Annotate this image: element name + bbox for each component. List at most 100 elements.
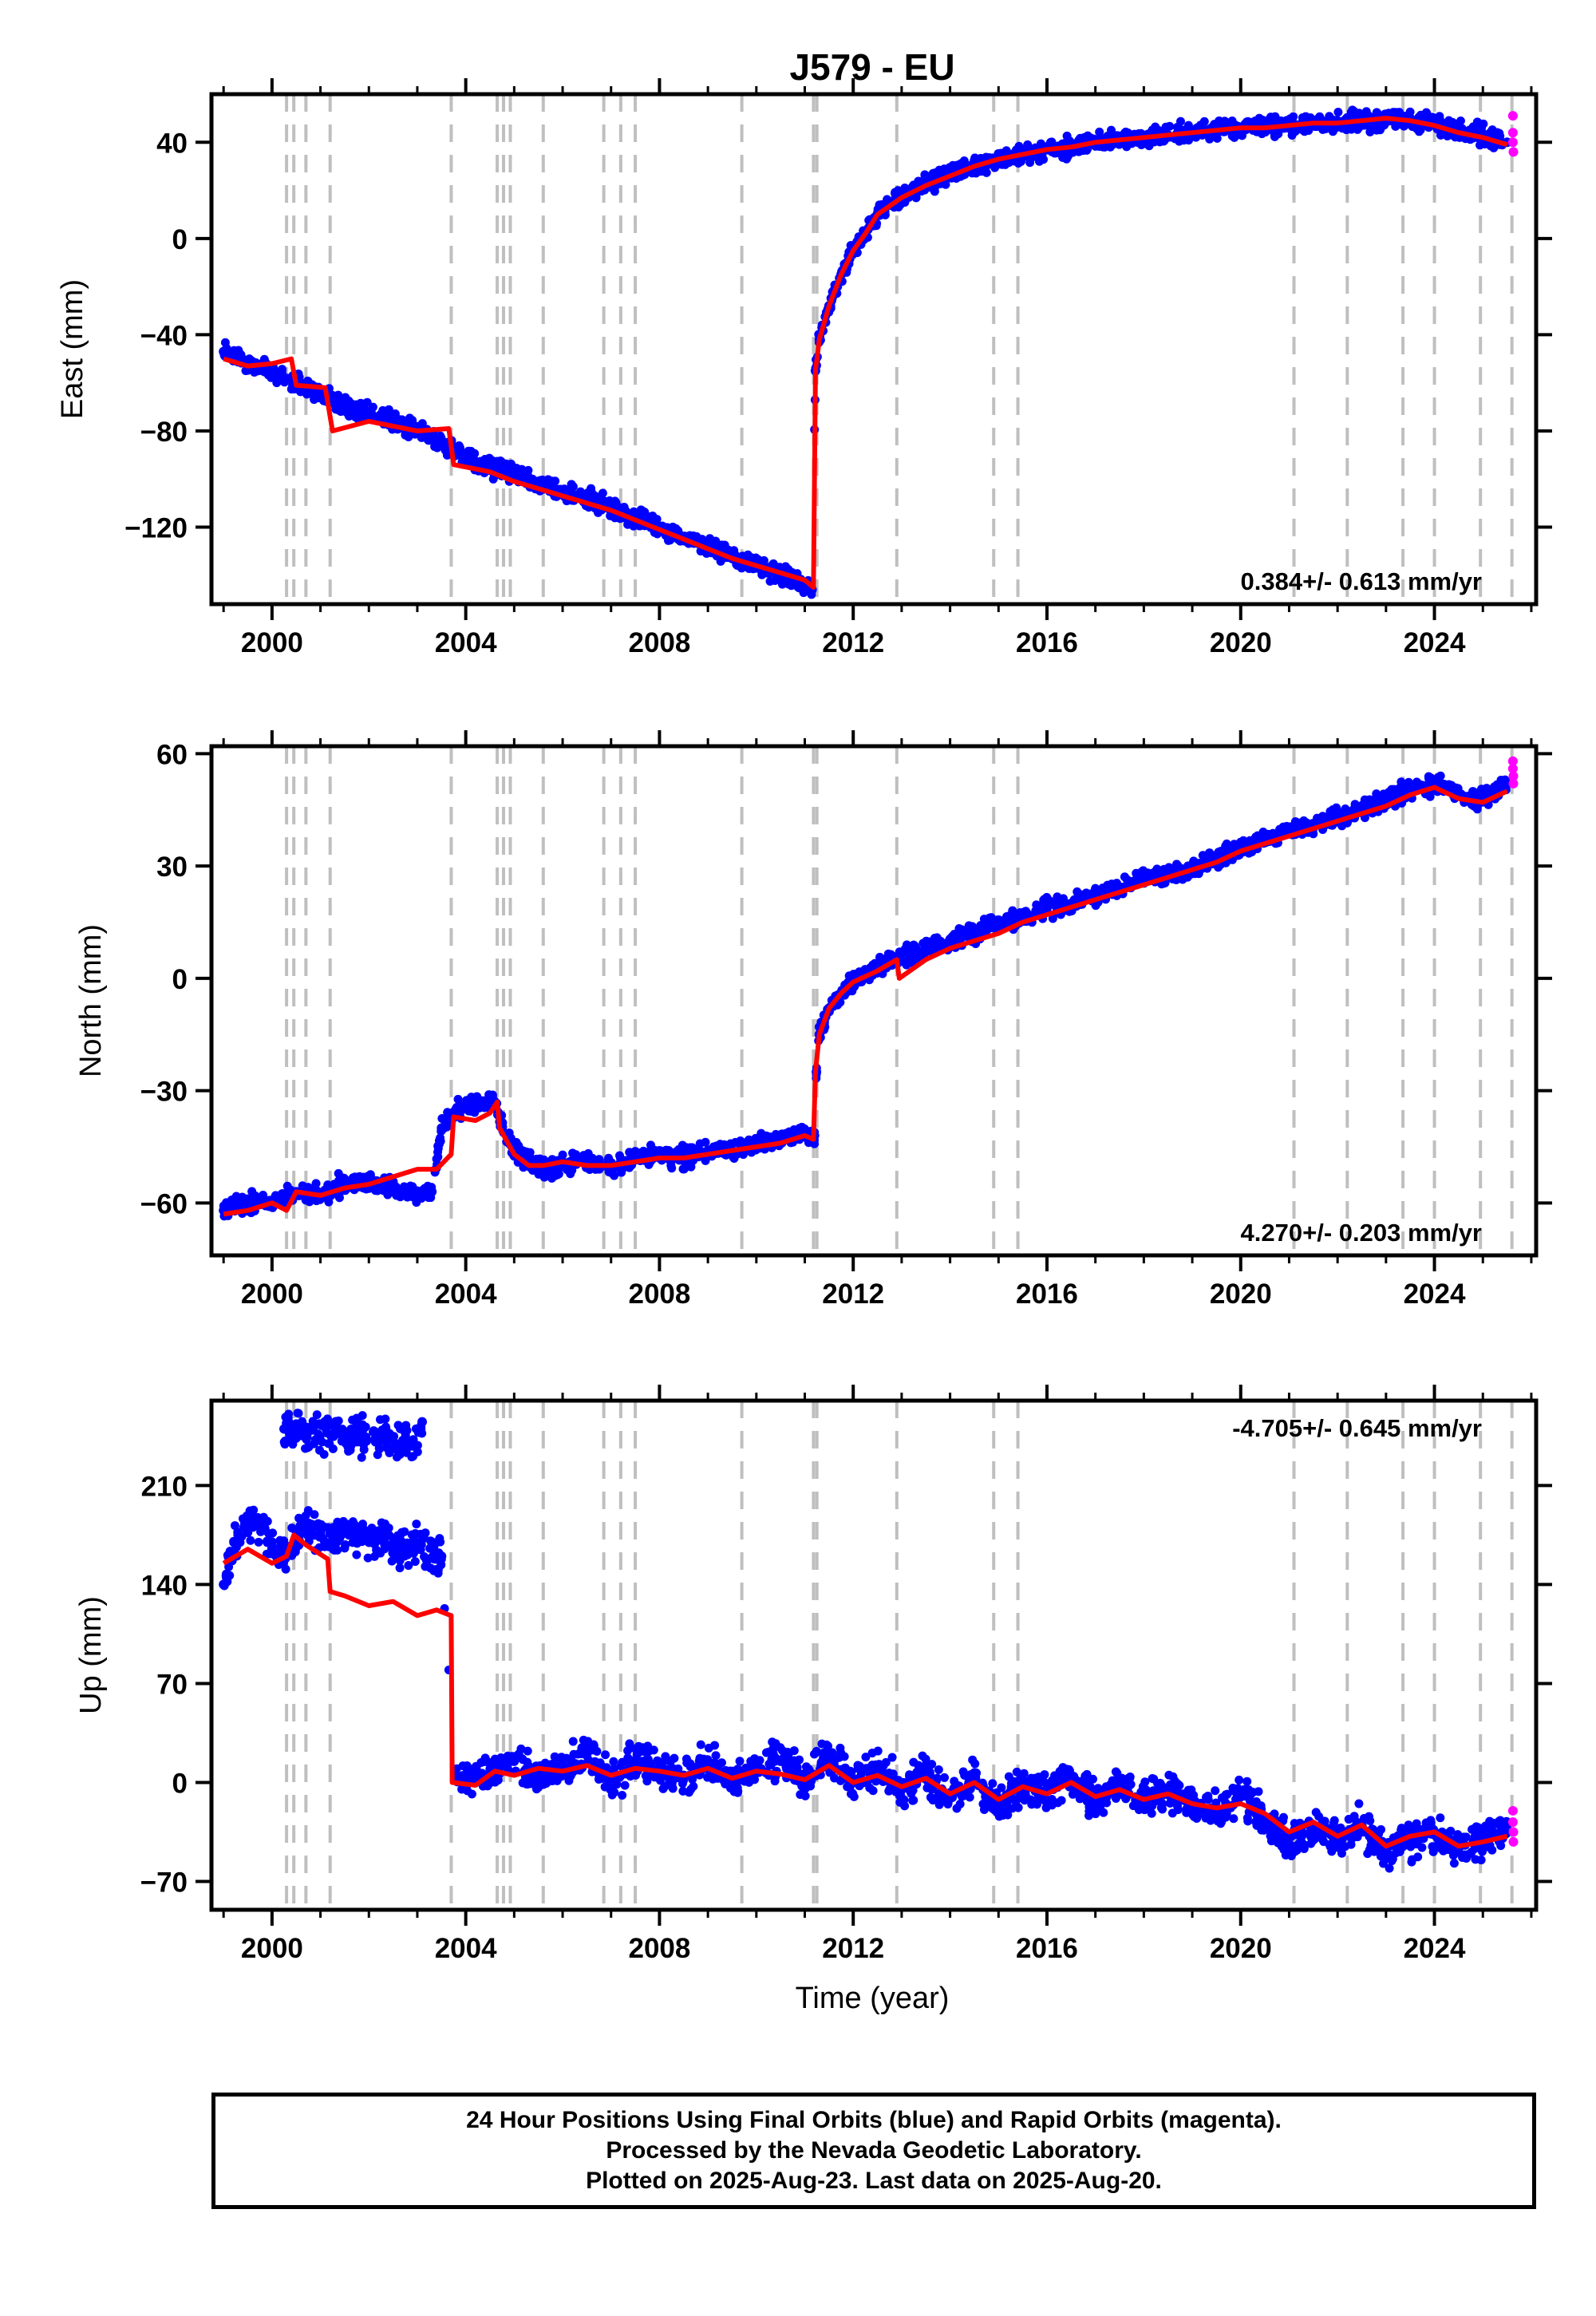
up-data-point: [667, 1782, 677, 1792]
up-data-point: [695, 1754, 705, 1764]
east-data-point: [1405, 107, 1415, 117]
north-data-point: [631, 1147, 641, 1156]
up-data-point: [221, 1571, 231, 1580]
up-data-point: [357, 1525, 366, 1535]
up-data-point: [609, 1757, 618, 1766]
up-data-point: [457, 1784, 467, 1794]
up-data-point: [367, 1524, 377, 1533]
up-data-point: [224, 1562, 234, 1571]
up-data-point: [249, 1505, 259, 1515]
east-data-point: [470, 449, 480, 458]
east-data-point: [342, 408, 352, 417]
east-plot-area: [219, 94, 1519, 604]
north-data-point: [1275, 824, 1285, 834]
up-data-point: [396, 1531, 405, 1540]
up-data-point: [568, 1737, 578, 1746]
up-data-point: [564, 1776, 574, 1785]
plot-panels: 2000 2004 2008 2012 2016 2020 2024−120−80−4004…: [56, 78, 1552, 1964]
up-data-point: [332, 1537, 342, 1547]
east-data-point: [1212, 133, 1222, 143]
north-data-point: [902, 960, 911, 970]
north-data-point: [1120, 872, 1129, 882]
north-data-point: [452, 1105, 461, 1114]
north-data-point: [1372, 789, 1381, 799]
up-data-point: [516, 1744, 526, 1753]
east-data-point: [1148, 125, 1157, 135]
east-rapid-point: [1507, 111, 1518, 121]
up-data-point: [539, 1780, 548, 1789]
east-rapid-point: [1507, 137, 1518, 148]
up-data-point: [298, 1520, 308, 1529]
east-data-point: [777, 579, 787, 589]
up-data-point: [477, 1769, 487, 1778]
east-data-point: [559, 484, 569, 494]
north-data-point: [432, 1154, 441, 1164]
north-data-point: [985, 913, 994, 923]
east-data-point: [1227, 131, 1237, 140]
east-data-point: [934, 165, 944, 175]
north-data-point: [334, 1168, 343, 1178]
up-data-point: [517, 1754, 527, 1764]
east-rapid-positions: [1507, 111, 1519, 157]
east-frame: [209, 92, 1539, 607]
east-data-point: [1175, 117, 1185, 126]
north-data-point: [956, 928, 966, 938]
east-data-point: [720, 540, 729, 550]
north-data-point: [440, 1121, 449, 1131]
x-tick-label: 2004: [435, 627, 497, 658]
north-data-point: [954, 935, 963, 944]
east-data-point: [1346, 124, 1356, 134]
north-daily-positions: [219, 771, 1512, 1221]
up-data-point: [268, 1528, 278, 1538]
up-data-point: [358, 1537, 367, 1547]
east-rapid-point: [1508, 147, 1519, 157]
east-data-point: [519, 468, 528, 478]
x-tick-label: 2020: [1210, 1279, 1272, 1310]
up-data-point: [467, 1789, 476, 1799]
up-data-point: [348, 1538, 358, 1547]
x-tick-label: 2016: [1016, 1279, 1078, 1310]
up-data-point: [733, 1765, 743, 1774]
up-data-point: [416, 1545, 425, 1555]
north-data-point: [1395, 784, 1404, 793]
east-data-point: [568, 482, 578, 492]
north-data-point: [433, 1144, 443, 1153]
y-tick-label: 0: [172, 964, 188, 995]
north-data-point: [615, 1153, 625, 1163]
up-data-point: [618, 1790, 627, 1800]
up-data-point: [302, 1528, 311, 1537]
up-data-point: [535, 1769, 544, 1778]
up-data-point: [310, 1510, 319, 1520]
up-data-point: [421, 1528, 430, 1538]
north-data-point: [1251, 833, 1261, 843]
up-data-point: [429, 1549, 439, 1559]
east-rate-label: 0.384+/- 0.613 mm/yr: [1241, 567, 1482, 595]
up-data-point: [275, 1546, 285, 1555]
east-data-point: [1215, 116, 1224, 125]
north-data-point: [231, 1195, 241, 1204]
x-tick-label: 2000: [241, 1279, 303, 1310]
north-data-point: [558, 1150, 567, 1160]
north-data-point: [646, 1146, 655, 1156]
y-tick-label: −60: [140, 1188, 188, 1219]
north-data-point: [393, 1184, 403, 1194]
up-data-point: [303, 1506, 313, 1516]
up-data-point: [678, 1779, 687, 1788]
east-data-point: [1004, 158, 1013, 168]
north-data-point: [1480, 791, 1490, 800]
north-panel: 2000 2004 2008 2012 2016 2020 2024−60−3003060N…: [74, 730, 1552, 1310]
east-data-point: [488, 474, 498, 484]
up-data-point: [380, 1521, 389, 1531]
y-tick-label: 40: [156, 128, 188, 159]
north-data-point: [1214, 848, 1223, 857]
north-data-point: [1373, 798, 1382, 808]
east-data-point: [1385, 109, 1394, 118]
east-data-point: [1412, 123, 1422, 132]
up-data-point: [686, 1784, 696, 1794]
up-data-point: [801, 1782, 811, 1792]
up-plot-area: [219, 1401, 1519, 1910]
y-tick-label: −120: [124, 513, 188, 544]
up-data-point: [459, 1770, 468, 1780]
up-panel: 2000 2004 2008 2012 2016 2020 2024−70070140210…: [74, 1385, 1552, 1964]
